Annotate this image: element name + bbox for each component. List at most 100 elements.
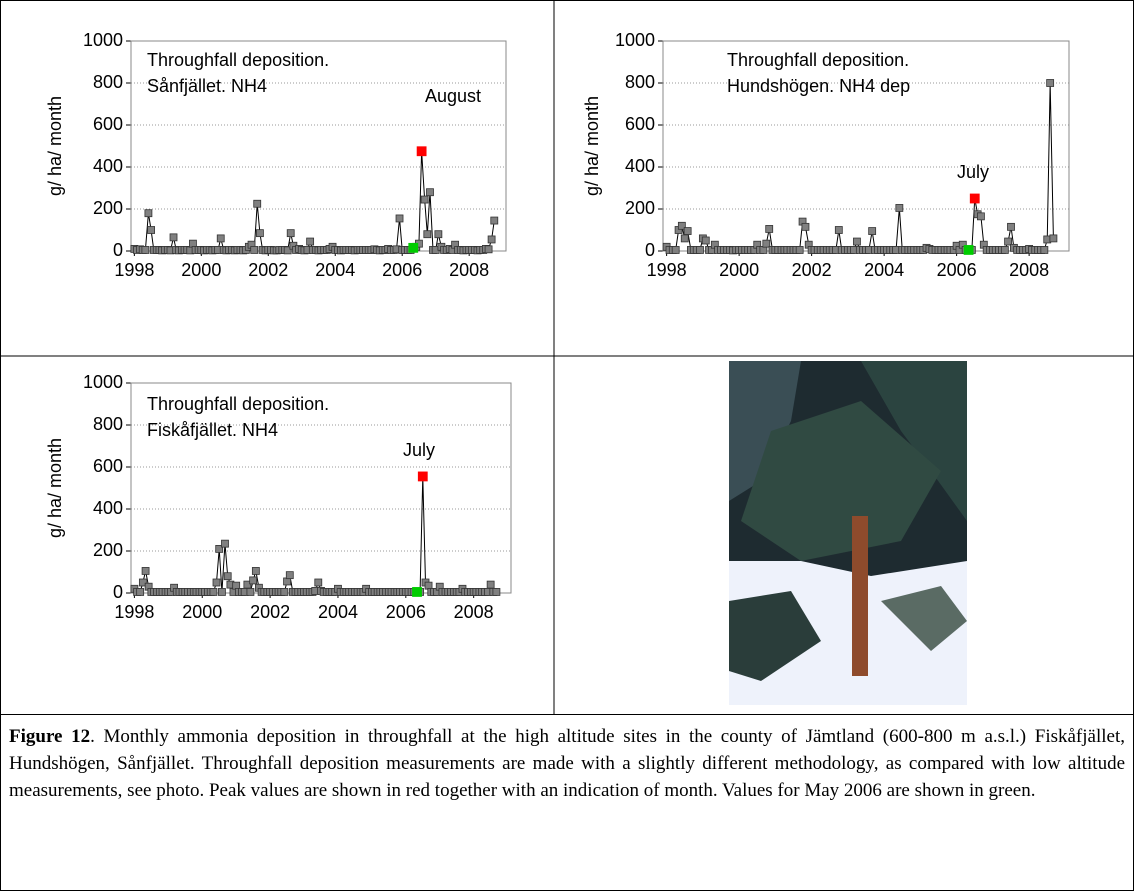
- chart-title: Sånfjället. NH4: [147, 76, 267, 96]
- highlight-marker: [412, 587, 422, 597]
- y-tick-label: 200: [93, 198, 123, 218]
- y-tick-label: 800: [93, 414, 123, 434]
- marker: [223, 572, 232, 581]
- y-tick-label: 400: [93, 498, 123, 518]
- marker: [853, 237, 861, 246]
- chart-title: Hundshögen. NH4 dep: [727, 76, 910, 96]
- y-tick-label: 600: [93, 456, 123, 476]
- x-tick-label: 1998: [647, 260, 687, 280]
- marker: [490, 216, 499, 225]
- plot-frame: [130, 382, 512, 594]
- marker: [144, 209, 153, 218]
- series-line: [666, 82, 1054, 251]
- marker: [795, 246, 804, 254]
- y-tick-label: 400: [93, 156, 123, 176]
- x-tick-label: 1998: [114, 602, 154, 622]
- marker: [1000, 246, 1009, 254]
- marker: [868, 227, 877, 235]
- photo-branch: [881, 586, 967, 651]
- photo-tree: [729, 361, 801, 501]
- photo-post: [852, 516, 868, 676]
- y-tick-label: 400: [625, 156, 655, 176]
- x-tick-label: 2004: [315, 260, 355, 280]
- marker: [285, 571, 294, 580]
- plot-frame: [662, 40, 1070, 252]
- marker: [141, 246, 150, 254]
- x-tick-label: 2002: [248, 260, 288, 280]
- x-tick-label: 2008: [454, 602, 494, 622]
- x-tick-label: 2008: [449, 260, 489, 280]
- y-tick-label: 1000: [615, 30, 655, 50]
- x-tick-label: 2006: [937, 260, 977, 280]
- chart-title: Throughfall deposition.: [727, 50, 909, 70]
- x-tick-label: 2002: [792, 260, 832, 280]
- marker: [246, 588, 255, 596]
- marker: [420, 195, 429, 204]
- marker: [215, 545, 224, 553]
- marker: [696, 246, 704, 254]
- highlight-marker: [408, 242, 419, 253]
- y-axis-label: g/ ha/ month: [582, 96, 602, 196]
- marker: [492, 588, 501, 596]
- highlight-marker: [416, 146, 427, 157]
- x-tick-label: 2006: [382, 260, 422, 280]
- marker: [221, 539, 229, 548]
- x-tick-label: 2006: [386, 602, 426, 622]
- marker: [677, 221, 686, 230]
- marker: [1040, 246, 1049, 254]
- marker: [136, 588, 145, 596]
- highlight-marker: [417, 471, 428, 482]
- marker: [169, 233, 178, 242]
- photo-branch: [729, 591, 821, 681]
- marker: [977, 212, 985, 221]
- marker: [251, 567, 260, 575]
- marker: [801, 222, 810, 231]
- figure-panels: 0 200 400 600 800 1000 1998 2000 2002 2004 2006 200…: [1, 1, 1133, 715]
- annotation: July: [403, 440, 435, 460]
- x-tick-label: 2000: [181, 260, 221, 280]
- marker: [895, 204, 904, 212]
- y-tick-label: 200: [93, 540, 123, 560]
- marker: [484, 245, 493, 254]
- x-tick-label: 2000: [182, 602, 222, 622]
- marker: [762, 239, 771, 248]
- marker: [487, 235, 496, 244]
- marker: [141, 567, 150, 575]
- marker: [253, 199, 262, 208]
- plot-frame: [130, 40, 507, 252]
- marker: [834, 226, 843, 234]
- x-tick-label: 1998: [114, 260, 154, 280]
- marker: [256, 229, 264, 238]
- y-tick-label: 1000: [83, 30, 123, 50]
- y-axis-label: g/ ha/ month: [45, 438, 65, 538]
- marker: [314, 578, 323, 587]
- marker: [209, 588, 218, 596]
- chart: 0 200 400 600 800 1000 1998 2000 2002 2004 2006 200…: [582, 30, 1070, 280]
- y-tick-label: 0: [113, 240, 123, 260]
- marker: [147, 226, 155, 234]
- marker: [216, 234, 225, 243]
- marker: [395, 214, 404, 223]
- x-tick-label: 2000: [719, 260, 759, 280]
- chart: 0 200 400 600 800 1000 1998 2000 2002 2004 2006 200…: [45, 30, 507, 280]
- marker: [280, 588, 289, 596]
- y-tick-label: 600: [625, 114, 655, 134]
- chart-title: Fiskåfjället. NH4: [147, 420, 278, 440]
- marker: [426, 188, 434, 197]
- caption-label: Figure 12: [9, 726, 91, 747]
- marker: [486, 580, 495, 589]
- series-line: [134, 476, 497, 594]
- marker: [306, 237, 315, 246]
- chart: 0 200 400 600 800 1000 1998 2000 2002 2004 2006 200…: [45, 372, 512, 622]
- marker: [1049, 234, 1058, 243]
- y-tick-label: 600: [93, 114, 123, 134]
- y-tick-label: 800: [93, 72, 123, 92]
- marker: [765, 225, 774, 233]
- marker: [249, 576, 258, 585]
- caption-text: . Monthly ammonia deposition in throughf…: [9, 726, 1125, 801]
- marker: [218, 588, 226, 596]
- marker: [671, 246, 680, 254]
- marker: [283, 246, 292, 255]
- marker: [138, 578, 147, 587]
